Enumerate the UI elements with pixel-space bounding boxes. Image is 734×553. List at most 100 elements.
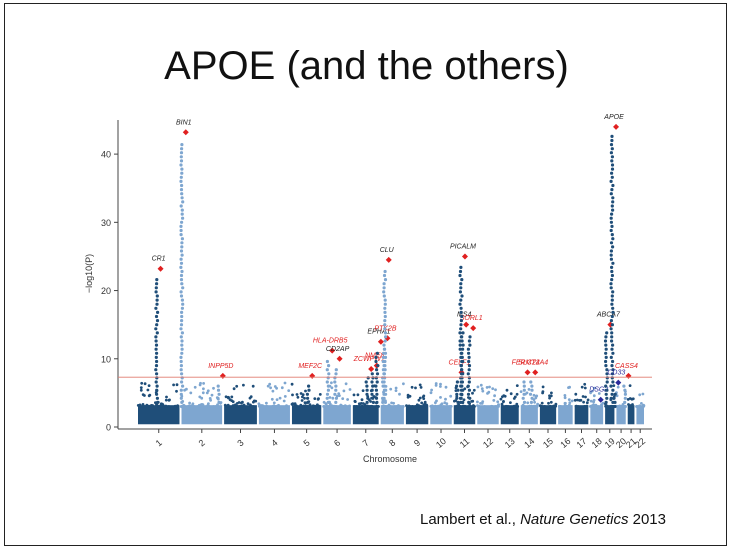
snp-point [568,401,572,405]
snp-point [471,391,474,395]
snp-point [159,405,163,408]
snp-point [201,391,205,395]
snp-point [143,382,147,386]
snp-point [501,405,504,408]
snp-point [179,151,184,155]
snp-point [179,290,183,294]
snp-point [609,286,613,290]
snp-point [337,392,341,395]
snp-point [333,380,337,384]
snp-point [155,376,159,380]
snp-point [382,380,386,384]
snp-point [476,400,479,404]
locus-label: CD33 [607,370,625,377]
snp-point [217,400,221,404]
snp-point [541,385,545,389]
snp-point [610,376,614,380]
snp-point [383,347,387,351]
snp-point [609,228,613,233]
snp-point [500,402,504,406]
snp-point [355,405,359,408]
snp-point [499,397,503,401]
x-tick-label: 9 [412,438,422,449]
snp-point [179,163,183,167]
snp-band [627,405,635,425]
snp-point [155,278,159,282]
snp-point [283,395,287,398]
snp-point [440,402,444,406]
snp-band [477,405,499,425]
locus-label: EPHA1 [367,329,390,336]
snp-point [334,384,338,388]
snp-point [180,253,184,257]
snp-point [444,397,447,401]
snp-point [610,278,614,282]
snp-point [611,200,615,204]
snp-point [609,241,614,245]
slide: APOE (and the others) Lambert et al., Na… [4,3,727,546]
snp-point [438,405,442,408]
snp-point [459,327,463,331]
snp-point [322,405,326,408]
snp-point [235,384,239,388]
snp-point [180,220,184,224]
snp-point [585,401,589,405]
snp-point [601,401,605,405]
snp-point [605,388,609,392]
snp-point [293,403,296,406]
snp-point [348,388,352,391]
snp-point [529,404,533,409]
snp-point [325,359,329,364]
snp-point [459,392,463,396]
snp-point [549,404,552,408]
hit-marker [613,123,620,130]
hit-marker [182,129,189,136]
snp-point [382,372,386,376]
hit-marker [377,338,384,345]
snp-point [609,282,613,286]
snp-point [467,388,471,392]
snp-point [304,389,307,393]
snp-point [494,405,497,408]
snp-point [623,404,627,409]
snp-point [179,323,184,327]
snp-point [360,398,364,402]
snp-point [181,216,185,220]
snp-point [604,359,608,364]
snp-point [609,249,614,253]
snp-point [592,398,596,402]
snp-point [175,383,179,387]
snp-point [154,347,158,351]
y-axis-label: −log10(P) [84,254,94,293]
snp-point [462,398,466,402]
snp-point [610,331,614,335]
snp-point [179,273,184,278]
snp-point [382,294,386,298]
locus-label: CR1 [152,256,166,263]
snp-point [154,286,158,290]
snp-point [383,323,387,327]
snp-point [216,388,221,392]
snp-point [509,401,512,404]
snp-point [179,335,183,339]
snp-point [188,401,192,405]
snp-point [325,404,329,408]
snp-point [364,380,368,384]
snp-point [240,401,243,405]
snp-point [328,396,332,399]
snp-point [604,392,608,396]
snp-point [180,196,184,200]
snp-point [604,335,608,339]
snp-point [425,403,428,407]
snp-point [530,396,534,400]
snp-point [301,405,305,408]
snp-point [563,405,567,408]
snp-point [180,208,184,212]
snp-point [603,339,608,343]
snp-point [485,386,489,389]
snp-point [467,351,471,355]
snp-point [455,380,459,384]
snp-point [176,404,180,408]
snp-band [590,405,604,425]
snp-point [181,302,185,306]
